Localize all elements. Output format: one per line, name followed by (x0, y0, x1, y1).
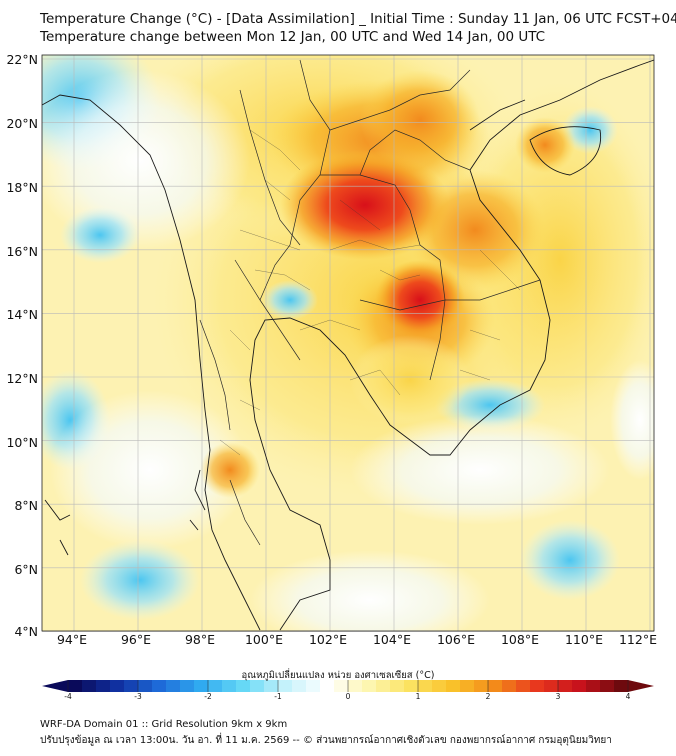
colorbar-segment (152, 680, 167, 692)
colorbar-segment (460, 680, 475, 692)
colorbar-low-arrow (42, 680, 68, 692)
colorbar-segment (390, 680, 405, 692)
lat-label-20n: 20°N (6, 116, 38, 131)
footer-model-info: WRF-DA Domain 01 :: Grid Resolution 9km … (40, 719, 288, 730)
colorbar-segment (404, 680, 419, 692)
colorbar-segment (446, 680, 461, 692)
lat-label-8n: 8°N (14, 498, 38, 513)
lon-label-98e: 98°E (184, 632, 216, 647)
colorbar-segment (586, 680, 601, 692)
colorbar-tick-label: 4 (625, 692, 631, 701)
lat-label-12n: 12°N (6, 371, 38, 386)
colorbar-segment (124, 680, 139, 692)
lon-label-112e: 112°E (618, 632, 657, 647)
colorbar-segment (320, 680, 335, 692)
colorbar-tick-label: 2 (485, 692, 491, 701)
colorbar-segment (376, 680, 391, 692)
lon-label-108e: 108°E (500, 632, 539, 647)
lon-label-100e: 100°E (244, 632, 283, 647)
lon-label-96e: 96°E (120, 632, 152, 647)
colorbar-segment (418, 680, 433, 692)
colorbar-segment (138, 680, 153, 692)
colorbar-tick-label: -1 (274, 692, 282, 701)
lat-label-10n: 10°N (6, 435, 38, 450)
lat-label-6n: 6°N (14, 562, 38, 577)
colorbar-tick-label: 1 (415, 692, 421, 701)
colorbar-segment (208, 680, 223, 692)
map-frame (41, 54, 655, 632)
province-borders (219, 129, 521, 456)
colorbar-segment (432, 680, 447, 692)
colorbar-tick-label: -2 (204, 692, 212, 701)
map-subtitle: Temperature change between Mon 12 Jan, 0… (40, 29, 546, 45)
colorbar-tick-label: -4 (64, 692, 72, 701)
colorbar (42, 680, 654, 692)
colorbar-segment (474, 680, 489, 692)
temperature-field (42, 55, 654, 631)
colorbar-high-arrow (628, 680, 654, 692)
colorbar-segment (110, 680, 125, 692)
colorbar-segment (362, 680, 377, 692)
coastlines (42, 59, 654, 631)
colorbar-segment (292, 680, 307, 692)
lat-label-4n: 4°N (14, 624, 38, 639)
graticule (42, 55, 654, 632)
lon-label-104e: 104°E (372, 632, 411, 647)
colorbar-tick-label: 3 (555, 692, 561, 701)
lat-label-14n: 14°N (6, 307, 38, 322)
colorbar-segment (96, 680, 111, 692)
colorbar-segment (488, 680, 503, 692)
colorbar-segment (194, 680, 209, 692)
colorbar-segment (222, 680, 237, 692)
colorbar-segment (68, 680, 83, 692)
colorbar-segment (348, 680, 363, 692)
colorbar-segment (544, 680, 559, 692)
colorbar-tick-label: -3 (134, 692, 142, 701)
footer-credit: ปรับปรุงข้อมูล ณ เวลา 13:00น. วัน อา. ที… (40, 735, 612, 746)
colorbar-segment (264, 680, 279, 692)
colorbar-segment (502, 680, 517, 692)
colorbar-segment (306, 680, 321, 692)
colorbar-segment (250, 680, 265, 692)
colorbar-segment (180, 680, 195, 692)
lon-label-94e: 94°E (56, 632, 88, 647)
lat-label-18n: 18°N (6, 180, 38, 195)
colorbar-segment (82, 680, 97, 692)
lon-label-102e: 102°E (308, 632, 347, 647)
colorbar-segment (572, 680, 587, 692)
colorbar-segment (516, 680, 531, 692)
colorbar-segment (558, 680, 573, 692)
map-title: Temperature Change (°C) - [Data Assimila… (40, 11, 676, 27)
colorbar-segment (278, 680, 293, 692)
lon-label-106e: 106°E (436, 632, 475, 647)
colorbar-segment (166, 680, 181, 692)
lat-label-22n: 22°N (6, 52, 38, 67)
lat-label-16n: 16°N (6, 244, 38, 259)
colorbar-segment (334, 680, 349, 692)
colorbar-title: อุณหภูมิเปลี่ยนแปลง หน่วย องศาเซลเซียส (… (241, 670, 435, 681)
colorbar-segment (530, 680, 545, 692)
colorbar-segment (236, 680, 251, 692)
colorbar-segment (614, 680, 629, 692)
lon-label-110e: 110°E (564, 632, 603, 647)
colorbar-tick-label: 0 (345, 692, 351, 701)
colorbar-segment (600, 680, 615, 692)
